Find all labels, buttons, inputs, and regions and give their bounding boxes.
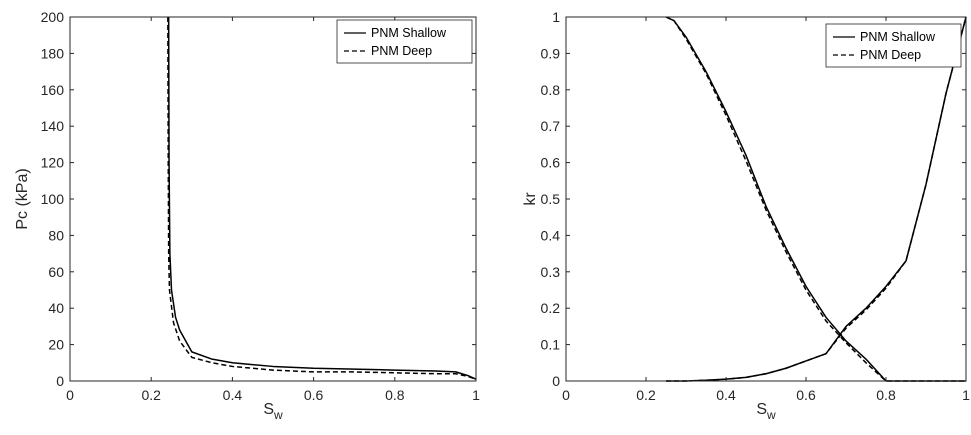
legend-box	[825, 23, 962, 68]
series-line-pnm-deep	[666, 16, 967, 382]
legend: PNM Shallow PNM Deep	[825, 23, 962, 68]
plot-area	[566, 17, 966, 381]
y-tick-label: 180	[41, 45, 65, 61]
x-tick-label: 1	[472, 387, 480, 403]
series-layer	[167, 16, 477, 380]
y-tick-label: 0.1	[541, 337, 561, 353]
y-tick-label: 0.3	[541, 264, 561, 280]
legend-label-pnm-deep: PNM Deep	[371, 44, 432, 58]
pc-chart-panel: 0 0.2 0.4 0.6 0.8 1 0 20 40 60 80 100 120 140 160 180 20…	[14, 9, 480, 422]
x-tick-label: 1	[962, 387, 970, 403]
x-tick-label: 0.2	[636, 387, 656, 403]
y-tick-label: 0.8	[541, 82, 561, 98]
y-tick-label: 0.5	[541, 191, 561, 207]
y-tick-label: 0.6	[541, 155, 561, 171]
y-tick-label: 0	[552, 373, 560, 389]
y-tick-label: 40	[48, 300, 64, 316]
series-line-pnm-deep	[167, 16, 477, 380]
y-tick-label: 0.9	[541, 45, 561, 61]
x-tick-label: 0	[66, 387, 74, 403]
x-axis-label: Sw	[263, 401, 283, 422]
x-tick-label: 0.6	[304, 387, 324, 403]
y-tick-label: 100	[41, 191, 65, 207]
series-line-pnm-shallow	[167, 16, 477, 380]
kr-chart-panel: 0 0.2 0.4 0.6 0.8 1 0 0.1 0.2 0.3 0.4 0.5 0.6 0.7 0.8 0…	[522, 9, 970, 422]
x-tick-label: 0	[562, 387, 570, 403]
y-tick-label: 0	[56, 373, 64, 389]
y-tick-label: 160	[41, 82, 65, 98]
y-tick-label: 200	[41, 9, 65, 25]
y-tick-label: 0.4	[541, 227, 561, 243]
y-tick-label: 20	[48, 337, 64, 353]
x-tick-label: 0.2	[141, 387, 161, 403]
x-tick-label: 0.8	[876, 387, 896, 403]
y-tick-label: 0.7	[541, 118, 561, 134]
x-tick-label: 0.4	[716, 387, 736, 403]
legend-label-pnm-shallow: PNM Shallow	[371, 26, 447, 40]
x-tick-label: 0.4	[223, 387, 243, 403]
y-tick-label: 140	[41, 118, 65, 134]
plot-area	[70, 17, 476, 381]
y-tick-label: 60	[48, 264, 64, 280]
tick-layer: 0 0.2 0.4 0.6 0.8 1 0 20 40 60 80 100 120 140 160 180 20…	[41, 9, 480, 403]
x-tick-label: 0.6	[796, 387, 816, 403]
legend-label-pnm-deep: PNM Deep	[860, 48, 921, 62]
legend: PNM Shallow PNM Deep	[336, 19, 473, 64]
tick-layer: 0 0.2 0.4 0.6 0.8 1 0 0.1 0.2 0.3 0.4 0.5 0.6 0.7 0.8 0…	[541, 9, 971, 403]
y-tick-label: 120	[41, 155, 65, 171]
y-axis-label: kr	[522, 192, 539, 206]
x-tick-label: 0.8	[385, 387, 405, 403]
y-tick-label: 0.2	[541, 300, 561, 316]
legend-box	[336, 19, 473, 64]
legend-label-pnm-shallow: PNM Shallow	[860, 30, 936, 44]
x-axis-label: Sw	[756, 401, 776, 422]
y-tick-label: 80	[48, 227, 64, 243]
y-axis-label: Pc (kPa)	[14, 168, 31, 229]
y-tick-label: 1	[552, 9, 560, 25]
